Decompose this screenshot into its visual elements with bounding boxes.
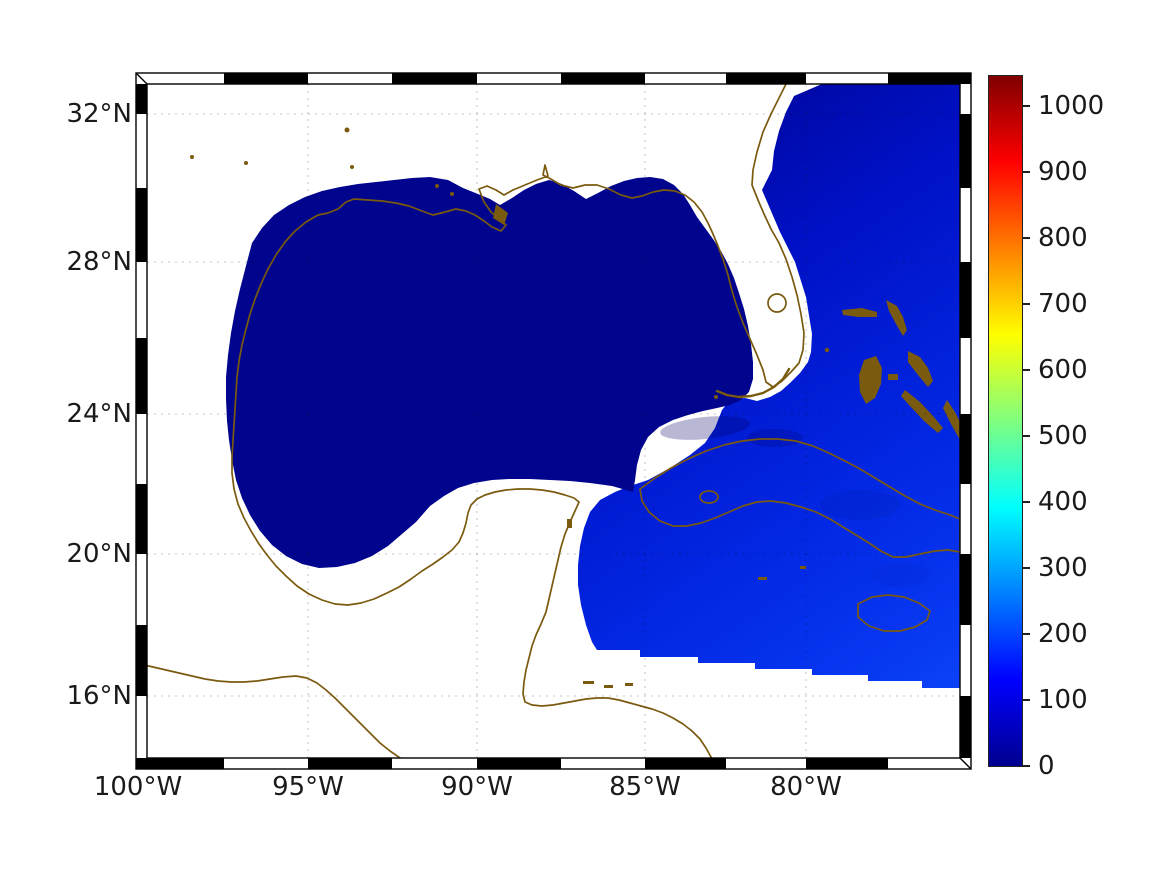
lat-tick-label-16n: 16°N [66,681,132,711]
marsh-dot-2 [450,192,454,196]
exuma-chain [901,390,943,433]
lat-tick-label-28n: 28°N [66,247,132,277]
colorbar-label-700: 700 [1038,289,1088,319]
inland-lake-dot-3 [344,127,350,133]
colorbar-label-100: 100 [1038,685,1088,715]
new-providence-island [888,374,898,380]
lake-okeechobee [767,293,787,313]
bay-island-3 [625,683,633,686]
lat-tick-label-32n: 32°N [66,99,132,129]
frame-black-segments [136,73,971,769]
eleuthera-island [908,351,933,387]
graticule-group [147,84,960,758]
lon-tick-label-85w: 85°W [609,772,681,802]
abaco-island [886,300,907,336]
dark-swirl-straits [660,416,750,440]
marsh-dot-1 [435,184,439,188]
lon-tick-label-80w: 80°W [770,772,842,802]
inland-lake-dot-4 [350,165,354,169]
isle-of-youth-coastline [699,490,719,504]
mississippi-delta-lobe [493,204,508,225]
lat-tick-label-24n: 24°N [66,399,132,429]
colorbar-label-800: 800 [1038,223,1088,253]
inland-lake-dot-1 [190,155,194,159]
lon-tick-label-95w: 95°W [272,772,344,802]
florida-keys [715,367,791,399]
bay-island-2 [604,685,613,688]
colorbar-label-900: 900 [1038,157,1088,187]
north-america-coastline [231,84,805,758]
dry-tortugas [714,395,718,399]
long-island-bahamas [943,400,960,440]
bimini-island [824,347,830,353]
atlantic-caribbean-data-region [578,84,960,688]
cayman-island-east [800,566,806,569]
small-islands-group [190,127,960,688]
cozumel-island [567,519,572,528]
bay-island-1 [583,681,594,684]
lon-tick-label-90w: 90°W [441,772,513,802]
data-field-layer [147,84,960,758]
colorbar-label-1000: 1000 [1038,91,1105,121]
inland-lake-dot-2 [244,161,248,165]
colorbar [988,75,1023,767]
gulf-of-mexico-data-region [226,177,753,568]
colorbar-label-0: 0 [1038,751,1055,781]
map-frame [135,72,972,770]
cayman-island-west [758,577,767,580]
colorbar-label-200: 200 [1038,619,1088,649]
jamaica-coastline [857,594,931,632]
dark-swirl-straits-east [747,429,803,447]
pacific-coastline [147,664,402,758]
colorbar-label-400: 400 [1038,487,1088,517]
andros-island [859,356,882,404]
colorbar-label-500: 500 [1038,421,1088,451]
cuba-coastline [639,438,960,558]
colorbar-label-300: 300 [1038,553,1088,583]
dark-swirl-jamaica-north [870,563,930,587]
lat-tick-label-20n: 20°N [66,539,132,569]
dark-swirl-cuba-south [820,490,900,520]
lon-tick-label-100w: 100°W [93,772,183,802]
colorbar-label-600: 600 [1038,355,1088,385]
grand-bahama-island [842,308,877,317]
colorbar-ticks [1023,105,1030,767]
